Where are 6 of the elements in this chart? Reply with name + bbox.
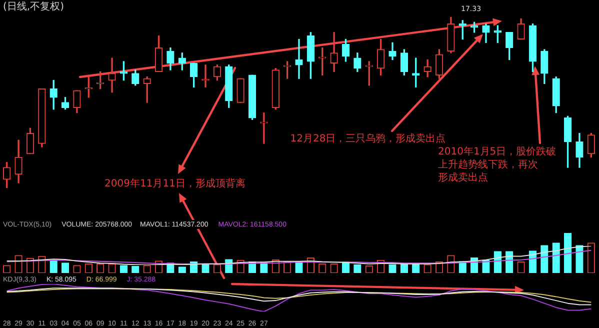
annotation: 2009年11月11日，形成顶背离 [104, 178, 246, 190]
annotation: 形成卖出点 [438, 172, 488, 184]
annotation: 上升趋势线下跌，再次 [438, 158, 538, 171]
chart-title: (日线,不复权) [3, 0, 64, 13]
annotation: 2010年1月5日，股价跌破 [438, 146, 556, 158]
annotation: 12月28日，三只乌鸦，形成卖出点 [290, 132, 446, 145]
